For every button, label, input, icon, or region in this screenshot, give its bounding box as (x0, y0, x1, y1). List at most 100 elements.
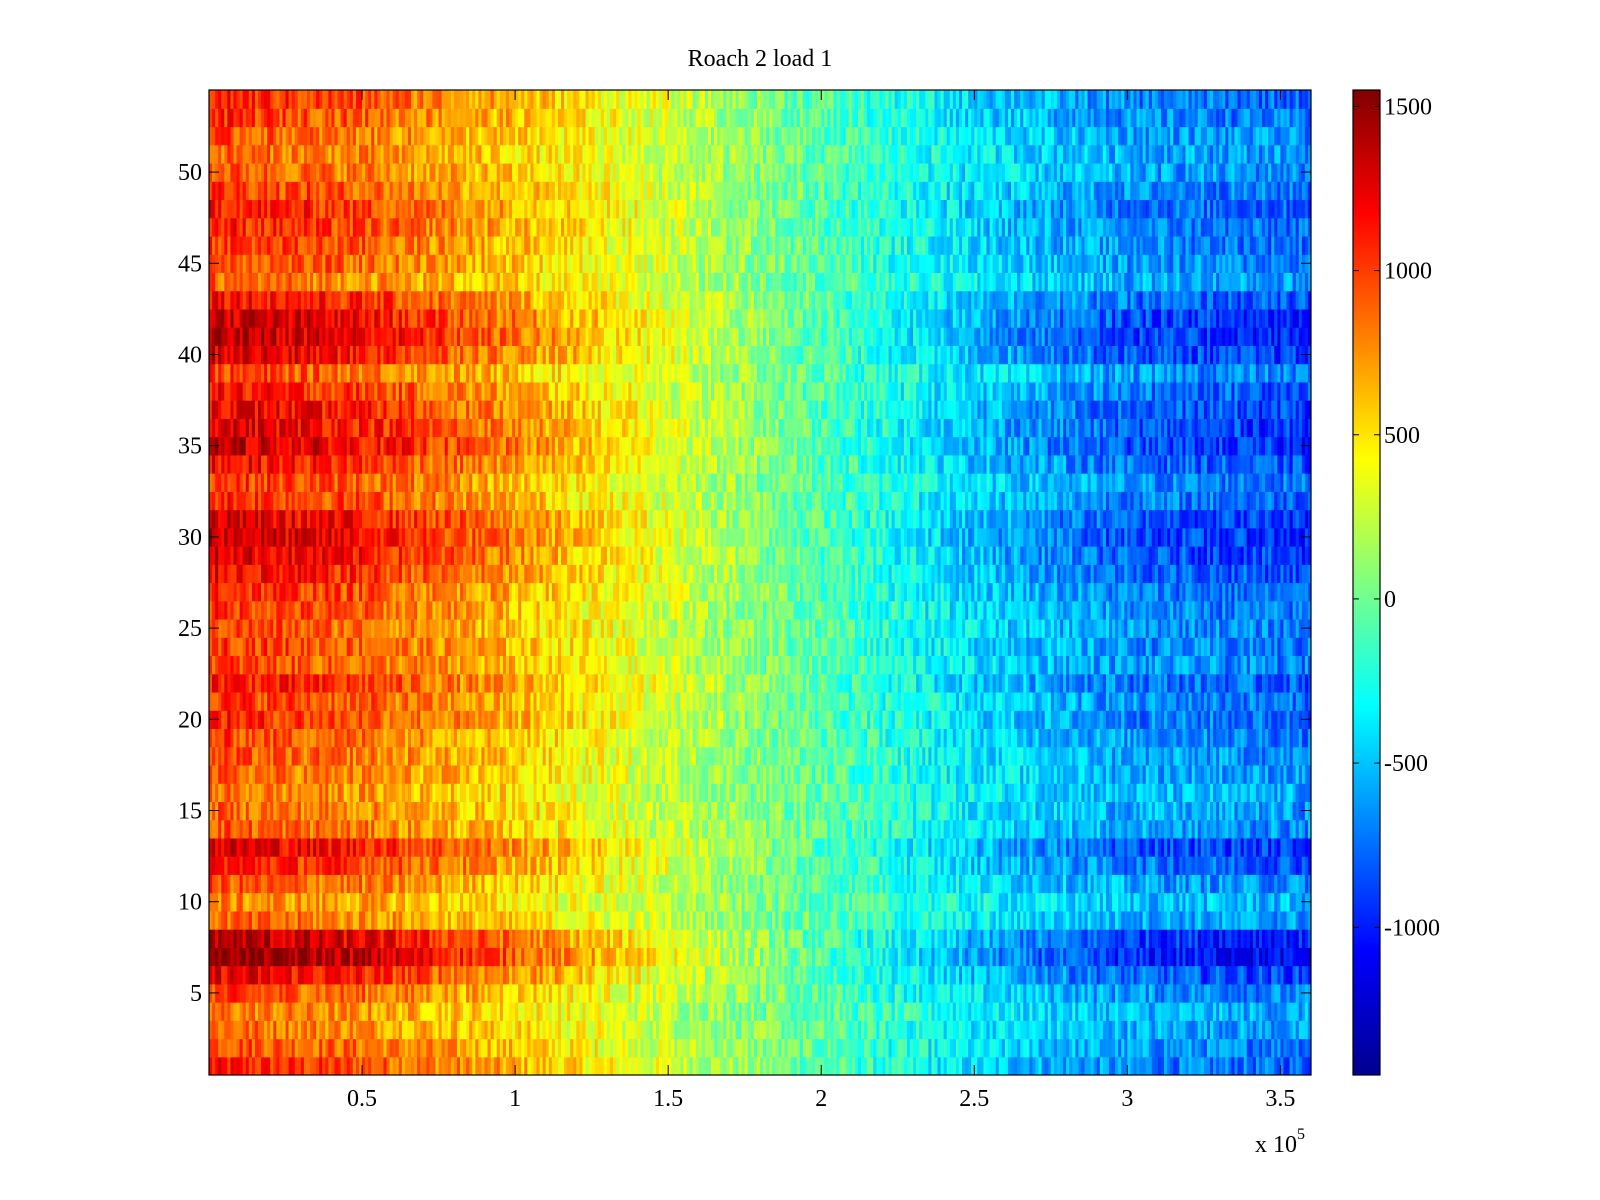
heatmap-cell (377, 874, 382, 894)
heatmap-cell (567, 1020, 571, 1040)
heatmap-cell (328, 837, 333, 857)
heatmap-cell (790, 1038, 795, 1058)
heatmap-cell (300, 1038, 305, 1058)
heatmap-cell (1142, 1020, 1147, 1040)
heatmap-cell (1035, 819, 1040, 839)
heatmap-cell (1292, 1056, 1297, 1075)
heatmap-cell (401, 837, 406, 857)
heatmap-cell (484, 1002, 489, 1021)
heatmap-cell (573, 819, 577, 839)
heatmap-cell (652, 819, 657, 839)
heatmap-cell (1197, 910, 1202, 930)
heatmap-cell (1274, 856, 1278, 875)
heatmap-cell (882, 929, 887, 948)
heatmap-cell (426, 947, 430, 967)
heatmap-cell (1081, 1002, 1086, 1021)
heatmap-cell (1173, 837, 1177, 857)
heatmap-cell (821, 1020, 825, 1040)
heatmap-cell (279, 874, 284, 894)
heatmap-cell (922, 910, 926, 930)
heatmap-cell (331, 910, 336, 930)
heatmap-cell (1090, 1038, 1095, 1058)
heatmap-cell (1209, 983, 1214, 1003)
heatmap-cell (331, 1002, 336, 1021)
heatmap-cell (407, 837, 412, 857)
heatmap-cell (313, 1020, 317, 1040)
heatmap-cell (965, 910, 969, 930)
heatmap-cell (450, 1038, 455, 1058)
heatmap-cell (521, 837, 525, 857)
heatmap-cell (371, 965, 375, 985)
heatmap-cell (1105, 929, 1110, 948)
heatmap-cell (564, 892, 568, 912)
heatmap-cell (524, 892, 528, 912)
heatmap-cell (652, 1056, 657, 1075)
heatmap-cell (527, 856, 532, 875)
heatmap-cell (1246, 874, 1251, 894)
heatmap-cell (845, 965, 850, 985)
heatmap-cell (355, 947, 360, 967)
heatmap-cell (634, 856, 639, 875)
heatmap-cell (717, 965, 721, 985)
heatmap-cell (1081, 856, 1086, 875)
heatmap-cell (781, 1002, 786, 1021)
heatmap-cell (1056, 1038, 1061, 1058)
heatmap-cell (1087, 837, 1092, 857)
heatmap-cell (662, 1020, 666, 1040)
heatmap-cell (922, 983, 926, 1003)
heatmap-cell (1176, 983, 1180, 1003)
heatmap-cell (882, 892, 887, 912)
heatmap-cell (1044, 819, 1049, 839)
heatmap-cell (1262, 910, 1266, 930)
heatmap-cell (1148, 874, 1153, 894)
heatmap-cell (821, 1002, 825, 1021)
heatmap-cell (380, 856, 385, 875)
heatmap-cell (658, 929, 663, 948)
heatmap-cell (588, 910, 593, 930)
heatmap-cell (971, 1038, 975, 1058)
heatmap-cell (463, 819, 467, 839)
heatmap-cell (625, 947, 629, 967)
heatmap-cell (215, 965, 219, 985)
heatmap-cell (1200, 1038, 1205, 1058)
heatmap-cell (1252, 856, 1257, 875)
heatmap-cell (1029, 910, 1034, 930)
heatmap-cell (1041, 837, 1046, 857)
heatmap-cell (1066, 892, 1070, 912)
heatmap-cell (239, 983, 244, 1003)
heatmap-cell (591, 1056, 596, 1075)
heatmap-cell (854, 1038, 859, 1058)
heatmap-cell (1038, 856, 1043, 875)
heatmap-cell (680, 819, 685, 839)
heatmap-cell (444, 892, 449, 912)
heatmap-cell (1231, 965, 1236, 985)
heatmap-cell (983, 1002, 988, 1021)
heatmap-cell (885, 1020, 890, 1040)
heatmap-cell (1295, 874, 1300, 894)
heatmap-cell (946, 856, 951, 875)
heatmap-cell (411, 874, 415, 894)
heatmap-cell (1252, 1020, 1257, 1040)
heatmap-cell (1301, 837, 1306, 857)
heatmap-cell (891, 1002, 896, 1021)
heatmap-cell (505, 856, 510, 875)
heatmap-cell (1127, 819, 1131, 839)
heatmap-cell (371, 819, 375, 839)
heatmap-cell (594, 837, 599, 857)
heatmap-cells (209, 90, 1311, 1075)
heatmap-cell (876, 874, 880, 894)
heatmap-cell (1011, 929, 1015, 948)
heatmap-cell (383, 965, 388, 985)
heatmap-cell (677, 1056, 682, 1075)
heatmap-cell (1133, 983, 1138, 1003)
heatmap-cell (1206, 856, 1211, 875)
heatmap-cell (1136, 1056, 1141, 1075)
heatmap-cell (270, 983, 274, 1003)
heatmap-cell (1203, 947, 1208, 967)
heatmap-cell (340, 1020, 345, 1040)
heatmap-cell (466, 837, 470, 857)
heatmap-cell (313, 1002, 317, 1021)
heatmap-cell (331, 1038, 336, 1058)
heatmap-cell (542, 874, 547, 894)
heatmap-cell (1265, 837, 1269, 857)
